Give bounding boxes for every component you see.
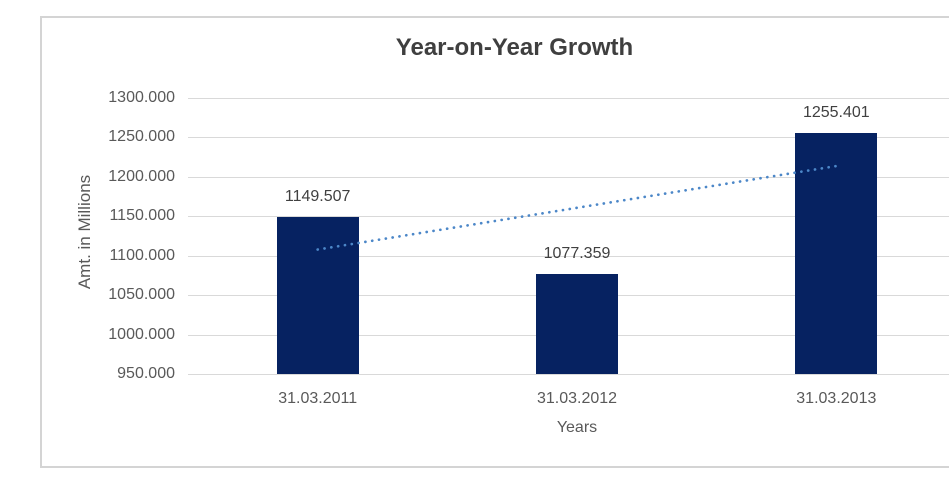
data-label: 1077.359 bbox=[543, 244, 611, 262]
chart: Year-on-Year Growth Amt. in Millions 130… bbox=[40, 16, 949, 468]
data-label: 1255.401 bbox=[802, 104, 870, 122]
gridline bbox=[188, 255, 949, 257]
x-axis-title: Years bbox=[556, 419, 598, 436]
gridline bbox=[188, 374, 949, 375]
y-tick-label: 1100.000 bbox=[109, 246, 175, 264]
chart-title: Year-on-Year Growth bbox=[395, 34, 634, 61]
bar-31.03.2011 bbox=[276, 216, 359, 374]
gridline bbox=[188, 98, 949, 99]
y-tick-label: 1050.000 bbox=[108, 286, 175, 304]
y-tick-label: 1150.000 bbox=[109, 207, 175, 225]
x-tick-label: 31.03.2013 bbox=[796, 390, 877, 407]
y-tick-label: 1000.000 bbox=[108, 325, 175, 343]
x-tick-label: 31.03.2012 bbox=[536, 390, 618, 407]
y-tick-label: 950.000 bbox=[117, 365, 175, 382]
x-tick-label: 31.03.2011 bbox=[278, 390, 358, 407]
y-tick-label: 1250.000 bbox=[108, 128, 175, 146]
bar-31.03.2012 bbox=[536, 273, 618, 374]
data-label: 1149.507 bbox=[284, 187, 351, 205]
bar-31.03.2013 bbox=[795, 133, 878, 374]
gridline bbox=[188, 137, 949, 139]
y-tick-label: 1200.000 bbox=[108, 167, 175, 185]
y-tick-label: 1300.000 bbox=[108, 89, 175, 106]
plot-area bbox=[188, 98, 949, 375]
